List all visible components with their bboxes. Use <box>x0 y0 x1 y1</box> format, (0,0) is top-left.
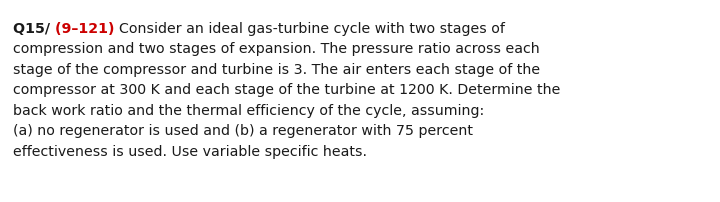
Text: compressor at 300 K and each stage of the turbine at 1200 K. Determine the: compressor at 300 K and each stage of th… <box>13 83 560 98</box>
Text: Consider an ideal gas-turbine cycle with two stages of: Consider an ideal gas-turbine cycle with… <box>120 22 505 36</box>
Text: compression and two stages of expansion. The pressure ratio across each: compression and two stages of expansion.… <box>13 42 540 57</box>
Text: (a) no regenerator is used and (b) a regenerator with 75 percent: (a) no regenerator is used and (b) a reg… <box>13 124 473 139</box>
Text: effectiveness is used. Use variable specific heats.: effectiveness is used. Use variable spec… <box>13 145 367 159</box>
Text: Q15/: Q15/ <box>13 22 55 36</box>
Text: stage of the compressor and turbine is 3. The air enters each stage of the: stage of the compressor and turbine is 3… <box>13 63 540 77</box>
Text: back work ratio and the thermal efficiency of the cycle, assuming:: back work ratio and the thermal efficien… <box>13 104 485 118</box>
Text: (9–121): (9–121) <box>55 22 120 36</box>
